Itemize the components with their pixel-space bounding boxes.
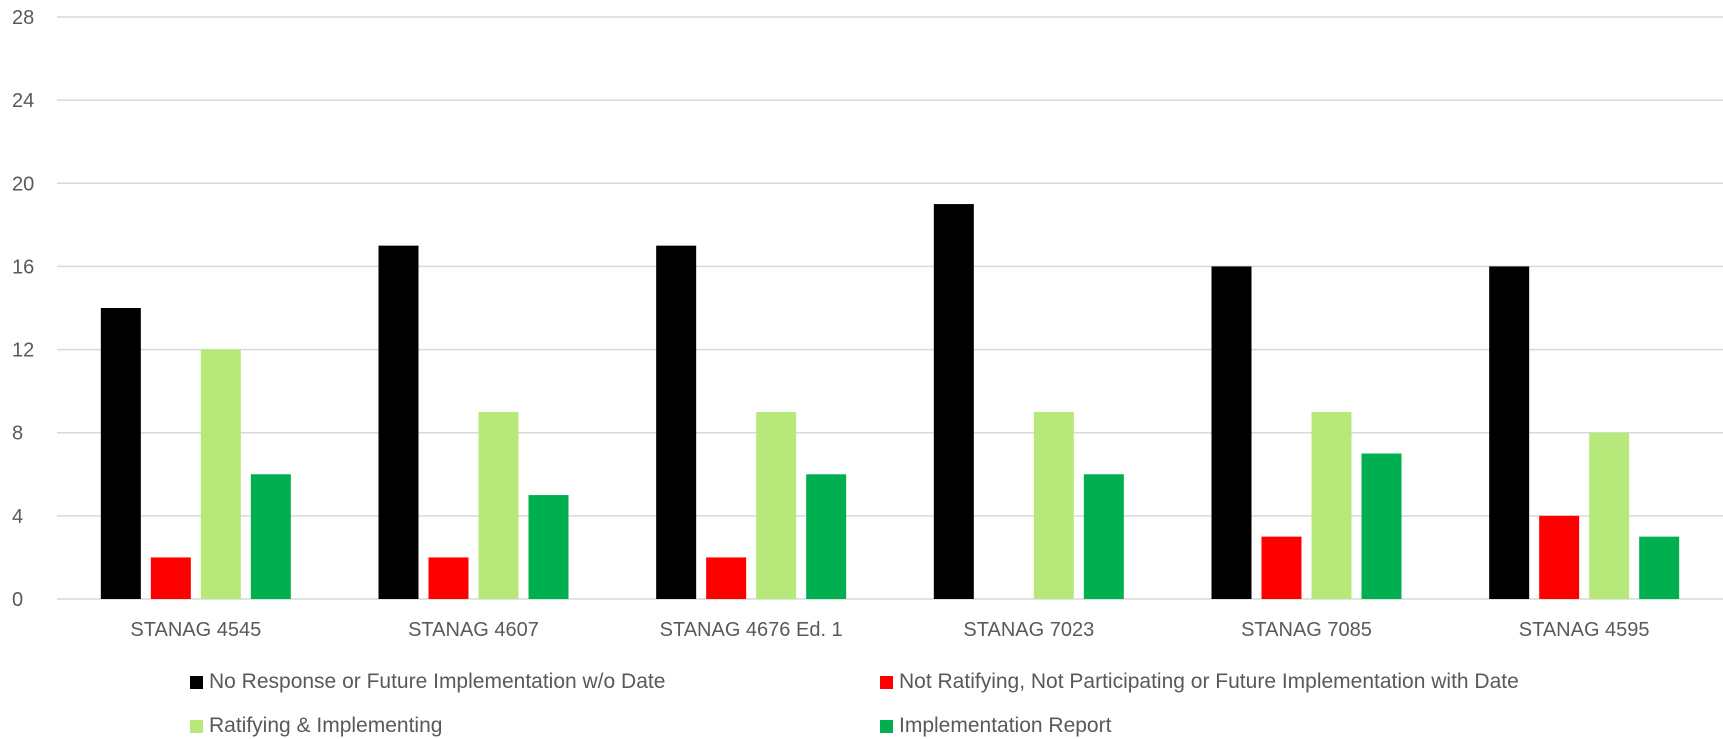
- bar: [1589, 432, 1630, 599]
- bar: [756, 411, 797, 599]
- y-tick-label: 16: [12, 256, 34, 278]
- bar: [1211, 266, 1252, 599]
- bar: [378, 245, 419, 599]
- bar: [1639, 536, 1680, 599]
- bar: [478, 411, 519, 599]
- bar: [656, 245, 697, 599]
- bar: [1539, 515, 1580, 599]
- gridlines: [57, 16, 1723, 600]
- x-tick-label: STANAG 4545: [130, 619, 261, 641]
- bar: [250, 474, 291, 599]
- y-tick-label: 28: [12, 7, 34, 29]
- x-tick-label: STANAG 4676 Ed. 1: [660, 619, 843, 641]
- bars: [100, 204, 1680, 600]
- y-tick-label: 24: [12, 90, 34, 112]
- bar: [1311, 411, 1352, 599]
- x-tick-label: STANAG 4595: [1519, 619, 1650, 641]
- y-axis-ticks: 0 4 8 12 16 20 24 28: [12, 7, 34, 611]
- x-tick-label: STANAG 7085: [1241, 619, 1372, 641]
- bar: [1261, 536, 1302, 599]
- bar: [150, 557, 191, 599]
- bar: [806, 474, 847, 599]
- y-tick-label: 12: [12, 340, 34, 362]
- y-tick-label: 8: [12, 423, 23, 445]
- bar: [428, 557, 469, 599]
- x-axis-ticks: STANAG 4545 STANAG 4607 STANAG 4676 Ed. 1 S…: [130, 619, 1649, 641]
- bar: [200, 349, 241, 599]
- x-tick-label: STANAG 4607: [408, 619, 539, 641]
- y-tick-label: 0: [12, 589, 23, 611]
- y-tick-label: 4: [12, 506, 23, 528]
- bar: [1489, 266, 1530, 599]
- y-tick-label: 20: [12, 173, 34, 195]
- bar: [1033, 411, 1074, 599]
- bar: [528, 495, 569, 599]
- x-tick-label: STANAG 7023: [963, 619, 1094, 641]
- bar: [1083, 474, 1124, 599]
- bar: [933, 204, 974, 600]
- bar: [706, 557, 747, 599]
- bar: [1361, 453, 1402, 599]
- bar: [100, 308, 141, 599]
